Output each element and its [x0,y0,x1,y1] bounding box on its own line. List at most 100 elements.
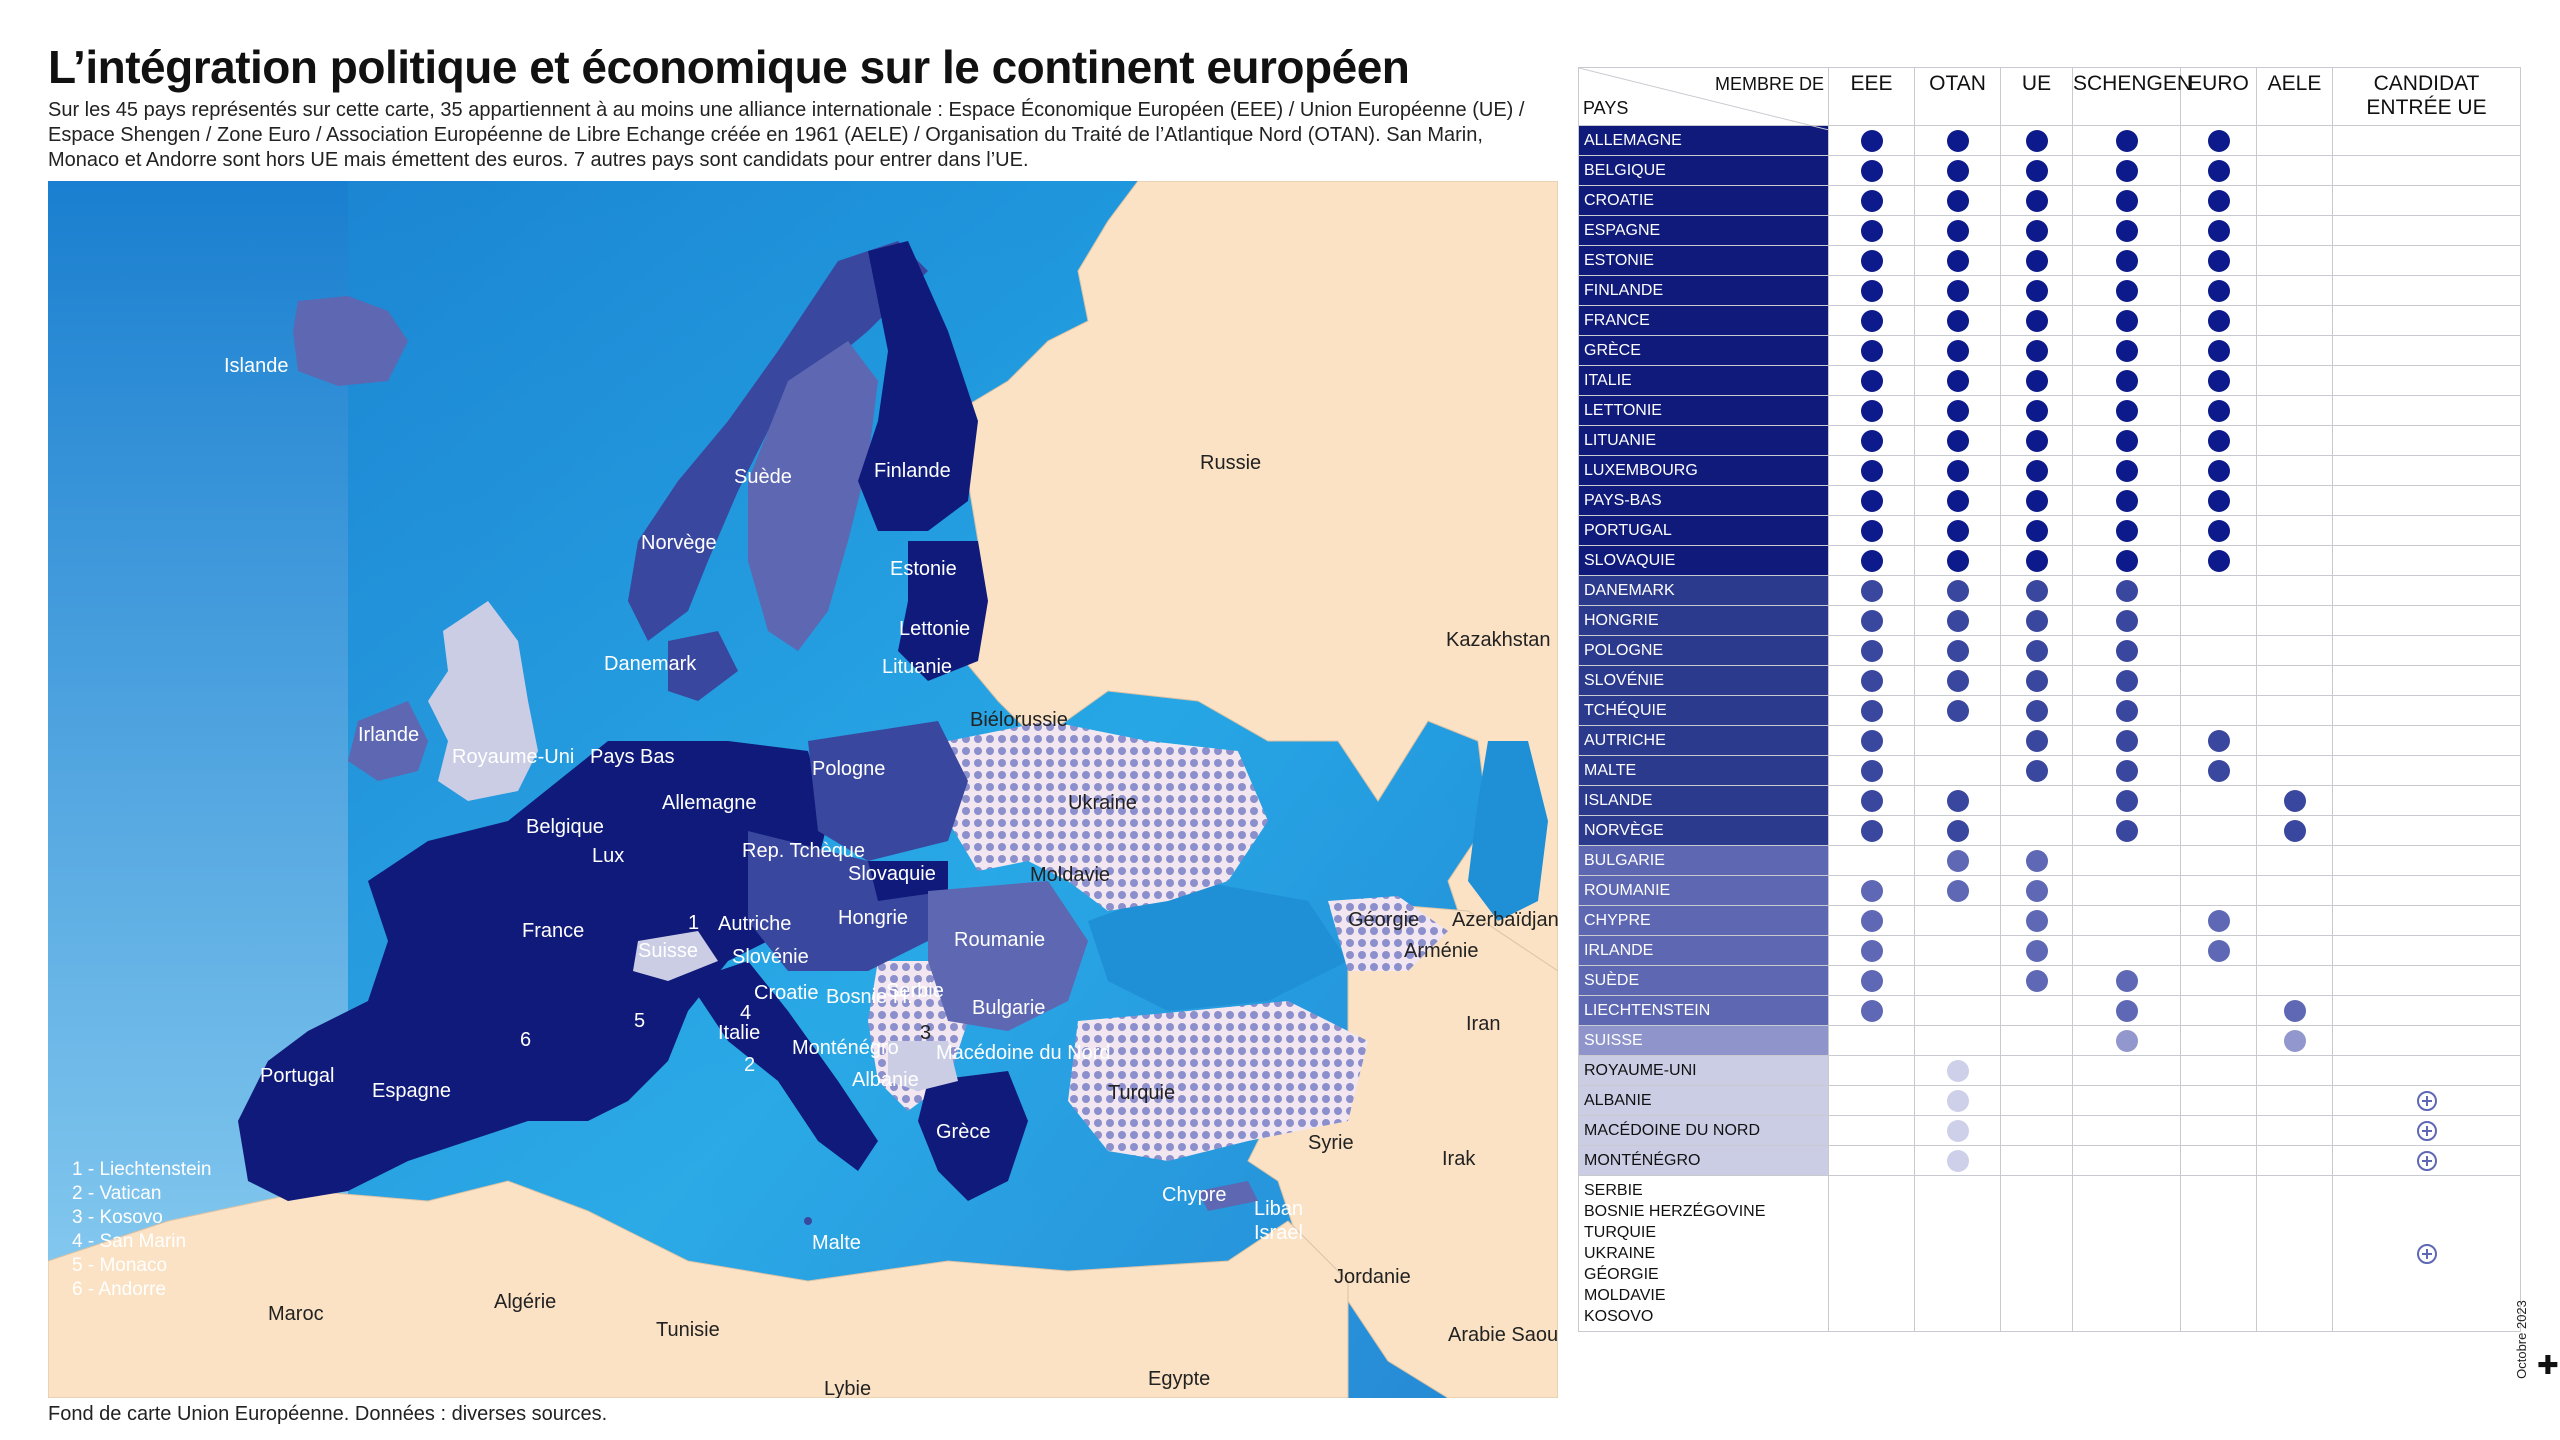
membership-cell [1914,905,2001,936]
member-dot [2025,549,2048,572]
member-dot [1860,129,1883,152]
map-label-italie: Italie [718,1022,760,1044]
member-dot [2115,579,2138,602]
membership-cell [2180,935,2257,966]
member-dot [2025,189,2048,212]
membership-cell [2072,1055,2181,1086]
table-row: SLOVÉNIE [1578,665,2521,696]
table-row: MALTE [1578,755,2521,786]
member-dot [2207,489,2230,512]
member-dot [2115,519,2138,542]
member-dot [1946,699,1969,722]
membership-cell [2000,575,2073,606]
table-row: SUISSE [1578,1025,2521,1056]
membership-cell [2256,1115,2333,1146]
map-label-jordanie: Jordanie [1334,1266,1411,1288]
member-dot [2025,579,2048,602]
member-dot [2025,279,2048,302]
member-dot [2115,369,2138,392]
membership-cell [1828,1025,1915,1056]
membership-cell [2000,245,2073,276]
membership-cell [1828,725,1915,756]
membership-cell [1828,755,1915,786]
member-dot [2025,339,2048,362]
country-name: FINLANDE [1578,275,1829,306]
member-dot [1946,309,1969,332]
membership-cell [2072,1115,2181,1146]
country-name: LIECHTENSTEIN [1578,995,1829,1026]
membership-cell [2000,725,2073,756]
table-row: ROUMANIE [1578,875,2521,906]
membership-cell [2256,425,2333,456]
membership-cell [2332,305,2521,336]
membership-cell [2180,305,2257,336]
country-name: MONTÉNÉGRO [1578,1145,1829,1176]
membership-cell [2000,485,2073,516]
membership-cell [1914,1145,2001,1176]
member-dot [1946,819,1969,842]
member-dot [1946,519,1969,542]
membership-cell [1828,965,1915,996]
legend-item: 6 - Andorre [72,1279,166,1300]
table-row: ROYAUME-UNI [1578,1055,2521,1086]
membership-cell [2180,1175,2257,1332]
membership-cell [2256,545,2333,576]
table-row: POLOGNE [1578,635,2521,666]
membership-cell [2072,725,2181,756]
membership-cell [2256,665,2333,696]
membership-cell [1914,935,2001,966]
member-dot [2025,699,2048,722]
membership-cell [2000,605,2073,636]
membership-cell [2332,935,2521,966]
member-dot [1946,849,1969,872]
membership-cell [1914,575,2001,606]
membership-cell [1828,485,1915,516]
membership-cell [2000,515,2073,546]
membership-cell [1914,725,2001,756]
membership-cell [2072,905,2181,936]
member-dot [1946,669,1969,692]
member-dot [1860,279,1883,302]
membership-cell [2180,515,2257,546]
membership-cell [2332,485,2521,516]
membership-cell [2332,425,2521,456]
member-dot [1946,459,1969,482]
candidate-country-name: UKRAINE [1584,1245,1656,1262]
map-label-estonie: Estonie [890,558,957,580]
candidate-country-name: TURQUIE [1584,1224,1656,1241]
membership-cell [2256,305,2333,336]
map-label-royaume-uni: Royaume-Uni [452,746,574,768]
membership-cell [2072,845,2181,876]
membership-cell [1828,425,1915,456]
membership-cell [2072,995,2181,1026]
country-name: ALLEMAGNE [1578,125,1829,156]
membership-cell [2180,185,2257,216]
membership-cell [1914,455,2001,486]
member-dot [1860,819,1883,842]
membership-cell [1914,1085,2001,1116]
member-dot [2025,639,2048,662]
membership-cell [2180,425,2257,456]
membership-cell [1914,545,2001,576]
member-dot [2025,129,2048,152]
membership-cell [2332,665,2521,696]
country-name: BELGIQUE [1578,155,1829,186]
member-dot [2115,189,2138,212]
table-row: MONTÉNÉGRO [1578,1145,2521,1176]
membership-cell [2180,365,2257,396]
membership-cell [1828,1145,1915,1176]
corner-member-label: MEMBRE DE [1714,74,1824,94]
membership-cell [2256,1055,2333,1086]
member-dot [2115,819,2138,842]
membership-cell [2180,665,2257,696]
member-dot [1860,249,1883,272]
member-dot [2025,309,2048,332]
col-header-schengen: SCHENGEN [2072,67,2192,126]
membership-cell [1828,275,1915,306]
map-label-liban: Liban [1254,1198,1303,1220]
membership-cell [2332,995,2521,1026]
country-name: ROYAUME-UNI [1578,1055,1829,1086]
member-dot [2025,729,2048,752]
member-dot [1860,639,1883,662]
membership-cell [2256,185,2333,216]
